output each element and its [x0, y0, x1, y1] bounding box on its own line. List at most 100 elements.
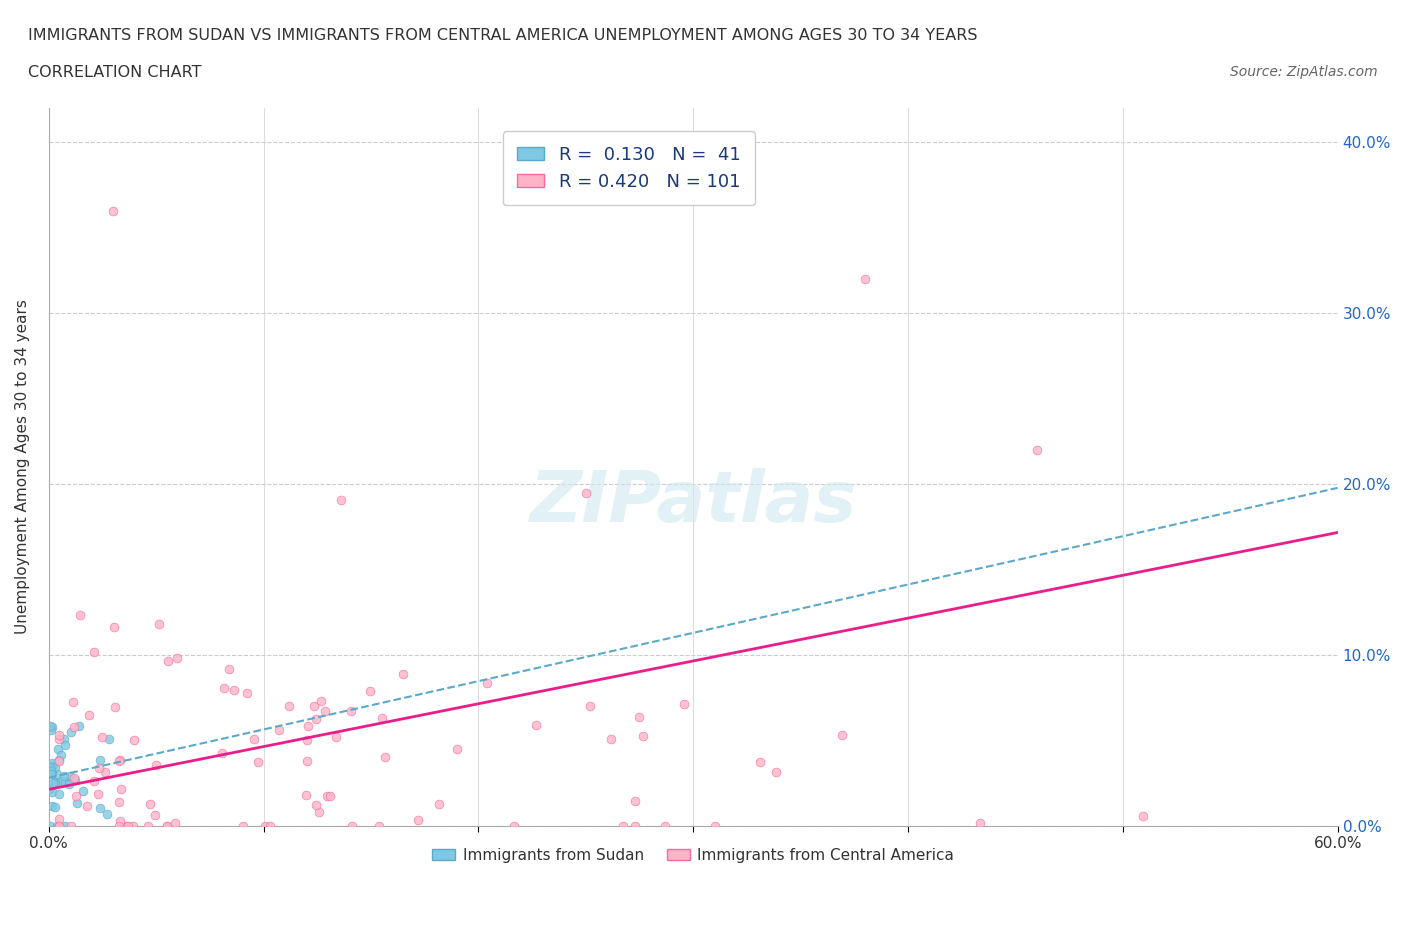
Point: [254, 818, 277, 833]
Point: [91, 730, 114, 745]
Point: [314, 703, 336, 718]
Point: [41, 799, 63, 814]
Point: [108, 814, 131, 829]
Point: [63, 770, 86, 785]
Text: CORRELATION CHART: CORRELATION CHART: [28, 65, 201, 80]
Point: [65, 789, 87, 804]
Point: [89, 752, 111, 767]
Point: [122, 732, 145, 747]
Point: [48, 812, 70, 827]
Point: [302, 698, 325, 713]
Point: [682, 169, 704, 184]
Point: [38, 782, 60, 797]
Point: [295, 733, 318, 748]
Point: [110, 781, 132, 796]
Point: [38, 818, 60, 833]
Point: [232, 818, 254, 833]
Point: [295, 787, 318, 802]
Point: [259, 818, 281, 833]
Point: [156, 818, 179, 833]
Point: [108, 795, 131, 810]
Point: [41, 755, 63, 770]
Point: [39, 766, 62, 781]
Point: [318, 789, 340, 804]
Point: [297, 719, 319, 734]
Point: [211, 746, 233, 761]
Point: [475, 675, 498, 690]
Point: [66, 795, 89, 810]
Point: [117, 818, 139, 833]
Point: [329, 492, 352, 507]
Point: [44, 776, 66, 790]
Point: [107, 754, 129, 769]
Text: ZIPatlas: ZIPatlas: [530, 469, 856, 538]
Point: [235, 685, 257, 700]
Point: [446, 742, 468, 757]
Point: [63, 720, 86, 735]
Point: [72, 784, 94, 799]
Point: [87, 787, 110, 802]
Point: [163, 815, 186, 830]
Point: [93, 764, 115, 779]
Point: [48, 728, 70, 743]
Point: [44, 800, 66, 815]
Point: [297, 754, 319, 769]
Point: [60, 818, 83, 833]
Point: [89, 800, 111, 815]
Point: [114, 818, 136, 833]
Point: [148, 617, 170, 631]
Point: [59, 768, 82, 783]
Point: [48, 741, 70, 756]
Legend: Immigrants from Sudan, Immigrants from Central America: Immigrants from Sudan, Immigrants from C…: [426, 842, 960, 869]
Point: [575, 485, 598, 500]
Point: [612, 818, 634, 833]
Point: [49, 748, 72, 763]
Text: IMMIGRANTS FROM SUDAN VS IMMIGRANTS FROM CENTRAL AMERICA UNEMPLOYMENT AMONG AGES: IMMIGRANTS FROM SUDAN VS IMMIGRANTS FROM…: [28, 28, 977, 43]
Point: [48, 753, 70, 768]
Point: [578, 698, 600, 713]
Point: [278, 698, 301, 713]
Point: [749, 755, 772, 770]
Point: [63, 773, 86, 788]
Point: [391, 667, 413, 682]
Point: [58, 777, 80, 791]
Point: [48, 752, 70, 767]
Point: [48, 818, 70, 833]
Point: [831, 727, 853, 742]
Point: [308, 804, 330, 819]
Point: [222, 683, 245, 698]
Point: [269, 723, 291, 737]
Text: Source: ZipAtlas.com: Source: ZipAtlas.com: [1230, 65, 1378, 79]
Point: [69, 719, 91, 734]
Point: [41, 776, 63, 790]
Point: [53, 768, 76, 783]
Point: [138, 818, 160, 833]
Point: [624, 818, 647, 833]
Point: [39, 764, 62, 778]
Point: [38, 760, 60, 775]
Point: [139, 796, 162, 811]
Point: [51, 774, 73, 789]
Point: [633, 728, 655, 743]
Point: [104, 699, 127, 714]
Point: [600, 732, 623, 747]
Point: [315, 789, 337, 804]
Point: [53, 818, 76, 833]
Point: [107, 818, 129, 833]
Point: [502, 818, 524, 833]
Point: [156, 654, 179, 669]
Point: [765, 764, 787, 779]
Point: [77, 707, 100, 722]
Point: [41, 719, 63, 734]
Point: [41, 785, 63, 800]
Point: [108, 752, 131, 767]
Point: [371, 711, 394, 725]
Point: [44, 760, 66, 775]
Point: [38, 719, 60, 734]
Point: [60, 724, 83, 739]
Point: [969, 816, 991, 830]
Point: [526, 717, 548, 732]
Point: [103, 619, 125, 634]
Point: [53, 737, 76, 752]
Point: [122, 818, 145, 833]
